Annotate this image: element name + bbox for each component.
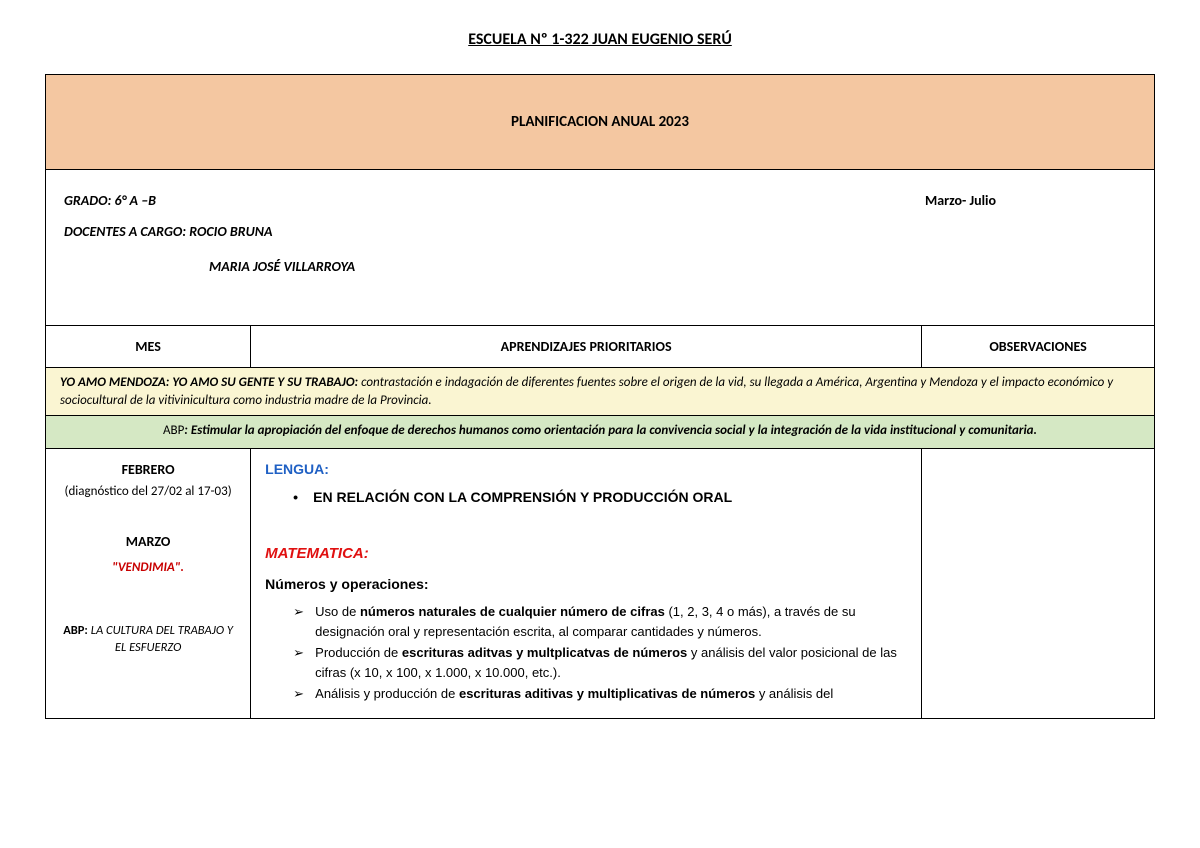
abp-body: : Estimular la apropiación del enfoque d… [184, 423, 1037, 438]
grado-value: 6° A –B [111, 192, 156, 209]
banner-title: PLANIFICACION ANUAL 2023 [46, 75, 1155, 170]
aprendizajes-cell: LENGUA: •EN RELACIÓN CON LA COMPRENSIÓN … [251, 449, 922, 719]
abp-prefix: ABP [163, 423, 184, 438]
li2-bold: escrituras aditivas y multiplicativas de… [459, 686, 755, 701]
yellow-lead: YO AMO MENDOZA: YO AMO SU GENTE Y SU TRA… [60, 375, 361, 390]
li2-post: y análisis del [755, 686, 833, 701]
docentes-line: DOCENTES A CARGO: ROCIO BRUNA [64, 223, 925, 240]
li0-pre: Uso de [315, 604, 360, 619]
docentes-label: DOCENTES A CARGO: [64, 223, 186, 240]
lengua-bullet-line: •EN RELACIÓN CON LA COMPRENSIÓN Y PRODUC… [293, 489, 907, 505]
lengua-bullet-text: EN RELACIÓN CON LA COMPRENSIÓN Y PRODUCC… [313, 489, 732, 505]
matematica-heading: MATEMATICA: [265, 545, 907, 562]
abp-culture-prefix: ABP: [63, 623, 91, 638]
list-item: Uso de números naturales de cualquier nú… [293, 602, 907, 641]
banner-row: PLANIFICACION ANUAL 2023 [46, 75, 1155, 170]
header-aprendizajes: APRENDIZAJES PRIORITARIOS [251, 326, 922, 368]
mes-cell: FEBRERO (diagnóstico del 27/02 al 17-03)… [46, 449, 251, 719]
content-row: FEBRERO (diagnóstico del 27/02 al 17-03)… [46, 449, 1155, 719]
header-mes: MES [46, 326, 251, 368]
month-march: MARZO [60, 533, 236, 550]
diagnostic-range: (diagnóstico del 27/02 al 17-03) [60, 484, 236, 499]
li1-pre: Producción de [315, 645, 402, 660]
numeros-subheading: Números y operaciones: [265, 576, 907, 592]
month-february: FEBRERO [60, 461, 236, 478]
yellow-band-row: YO AMO MENDOZA: YO AMO SU GENTE Y SU TRA… [46, 368, 1155, 416]
observaciones-cell [922, 449, 1155, 719]
vendimia-label: "VENDIMIA". [60, 560, 236, 575]
school-title: ESCUELA Nº 1-322 JUAN EUGENIO SERÚ [45, 30, 1155, 49]
abp-culture: ABP: LA CULTURA DEL TRABAJO Y EL ESFUERZ… [60, 623, 236, 656]
list-item: Producción de escrituras aditvas y multp… [293, 643, 907, 682]
column-headers: MES APRENDIZAJES PRIORITARIOS OBSERVACIO… [46, 326, 1155, 368]
li1-bold: escrituras aditvas y multplicatvas de nú… [402, 645, 687, 660]
li0-bold: números naturales de cualquier número de… [360, 604, 665, 619]
bullet-icon: • [293, 489, 313, 505]
info-row: GRADO: 6° A –B DOCENTES A CARGO: ROCIO B… [46, 170, 1155, 326]
planning-table: PLANIFICACION ANUAL 2023 GRADO: 6° A –B … [45, 74, 1155, 719]
list-item: Análisis y producción de escrituras adit… [293, 684, 907, 704]
docentes-value: ROCIO BRUNA [186, 223, 272, 240]
secondary-teacher: MARIA JOSÉ VILLARROYA [209, 258, 925, 275]
abp-culture-text: LA CULTURA DEL TRABAJO Y EL ESFUERZO [91, 623, 233, 654]
header-observaciones: OBSERVACIONES [922, 326, 1155, 368]
grado-line: GRADO: 6° A –B [64, 192, 925, 209]
lengua-heading: LENGUA: [265, 461, 907, 477]
green-band-row: ABP: Estimular la apropiación del enfoqu… [46, 416, 1155, 449]
grado-label: GRADO: [64, 192, 111, 209]
li2-pre: Análisis y producción de [315, 686, 459, 701]
period-label: Marzo- Julio [925, 192, 1136, 275]
arrow-list: Uso de números naturales de cualquier nú… [265, 602, 907, 704]
